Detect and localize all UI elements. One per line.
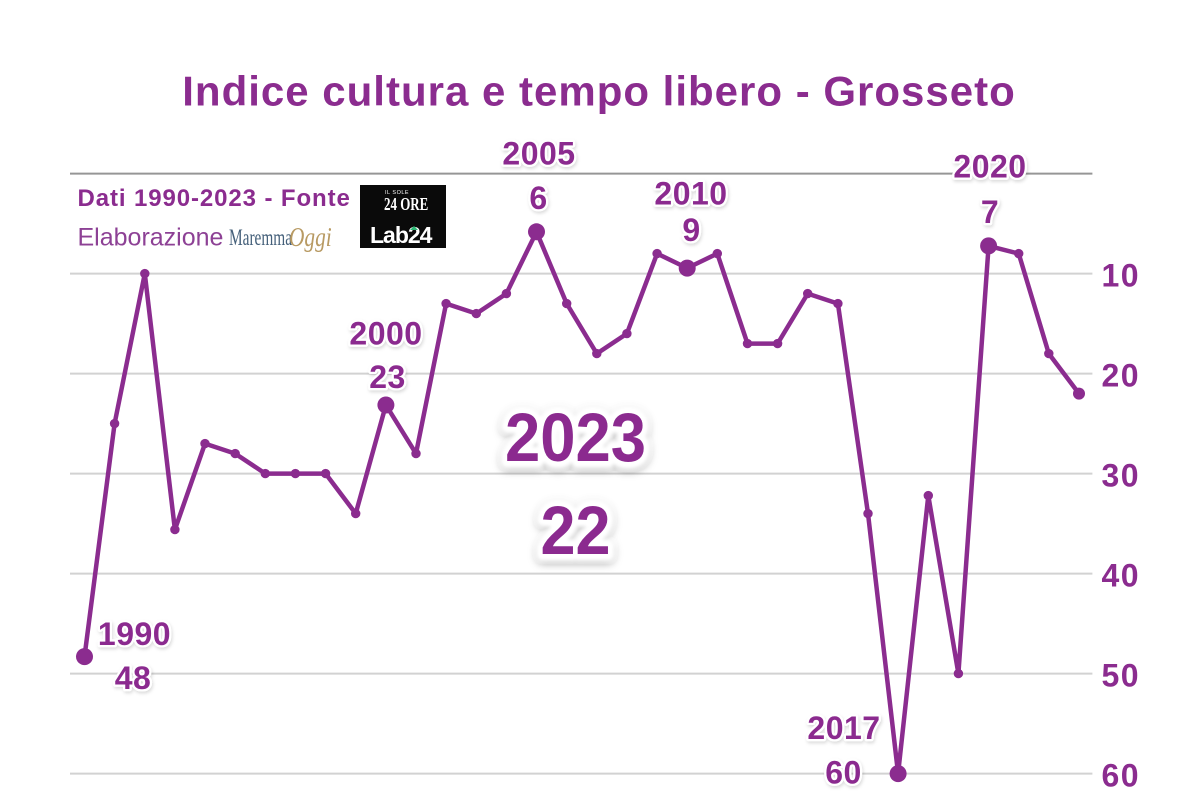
- svg-text:2000: 2000: [349, 316, 422, 352]
- svg-text:2020: 2020: [953, 149, 1026, 185]
- svg-text:7: 7: [981, 194, 999, 230]
- svg-text:2023: 2023: [505, 399, 646, 476]
- svg-text:22: 22: [541, 492, 611, 569]
- svg-text:2005: 2005: [502, 136, 575, 172]
- svg-text:2005: 2005: [502, 136, 575, 172]
- svg-text:2020: 2020: [953, 149, 1026, 185]
- svg-text:Indice cultura e tempo libero: Indice cultura e tempo libero - Grosseto: [182, 68, 1016, 115]
- svg-text:23: 23: [369, 359, 406, 395]
- svg-text:7: 7: [981, 194, 999, 230]
- svg-text:1990: 1990: [98, 616, 171, 652]
- svg-text:1990: 1990: [98, 616, 171, 652]
- svg-text:20: 20: [1102, 358, 1141, 394]
- svg-text:40: 40: [1102, 558, 1141, 594]
- svg-text:10: 10: [1102, 258, 1141, 294]
- svg-text:2017: 2017: [807, 710, 880, 746]
- svg-text:9: 9: [682, 212, 700, 248]
- svg-text:6: 6: [529, 180, 547, 216]
- svg-text:60: 60: [825, 755, 862, 791]
- svg-text:23: 23: [369, 359, 406, 395]
- svg-text:2000: 2000: [349, 316, 422, 352]
- svg-text:2017: 2017: [807, 710, 880, 746]
- svg-text:48: 48: [115, 660, 152, 696]
- svg-text:30: 30: [1102, 458, 1141, 494]
- svg-text:50: 50: [1102, 658, 1141, 694]
- svg-text:Elaborazione: Elaborazione: [78, 223, 224, 251]
- svg-text:2010: 2010: [654, 176, 727, 212]
- svg-text:9: 9: [682, 212, 700, 248]
- svg-text:Dati 1990-2023 - Fonte: Dati 1990-2023 - Fonte: [78, 185, 351, 212]
- svg-text:22: 22: [541, 492, 611, 569]
- svg-text:60: 60: [1102, 758, 1141, 794]
- svg-text:2023: 2023: [505, 399, 646, 476]
- svg-text:6: 6: [529, 180, 547, 216]
- svg-text:60: 60: [825, 755, 862, 791]
- svg-text:48: 48: [115, 660, 152, 696]
- svg-text:2010: 2010: [654, 176, 727, 212]
